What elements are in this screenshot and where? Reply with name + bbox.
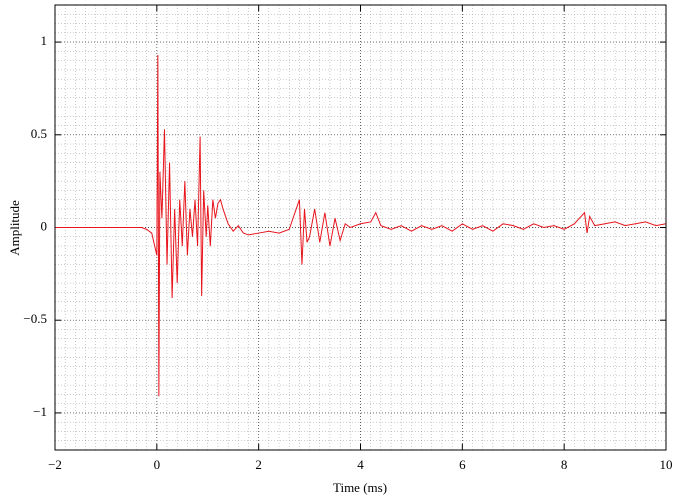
y-tick-label: −1 (33, 404, 47, 419)
x-tick-label: 4 (357, 457, 364, 472)
y-axis-label: Amplitude (7, 200, 22, 256)
x-tick-label: 6 (459, 457, 466, 472)
plot-frame (54, 4, 667, 451)
y-tick-label: 0 (41, 218, 48, 233)
data-line (55, 55, 667, 397)
x-tick-label: 0 (154, 457, 161, 472)
y-tick-label: 0.5 (31, 126, 47, 141)
x-tick-label: 8 (561, 457, 568, 472)
x-tick-label: 2 (255, 457, 262, 472)
x-tick-label: −2 (48, 457, 62, 472)
x-axis-label: Time (ms) (333, 480, 387, 495)
y-tick-label: −0.5 (23, 311, 47, 326)
y-tick-label: 1 (41, 33, 48, 48)
x-tick-label: 10 (660, 457, 673, 472)
